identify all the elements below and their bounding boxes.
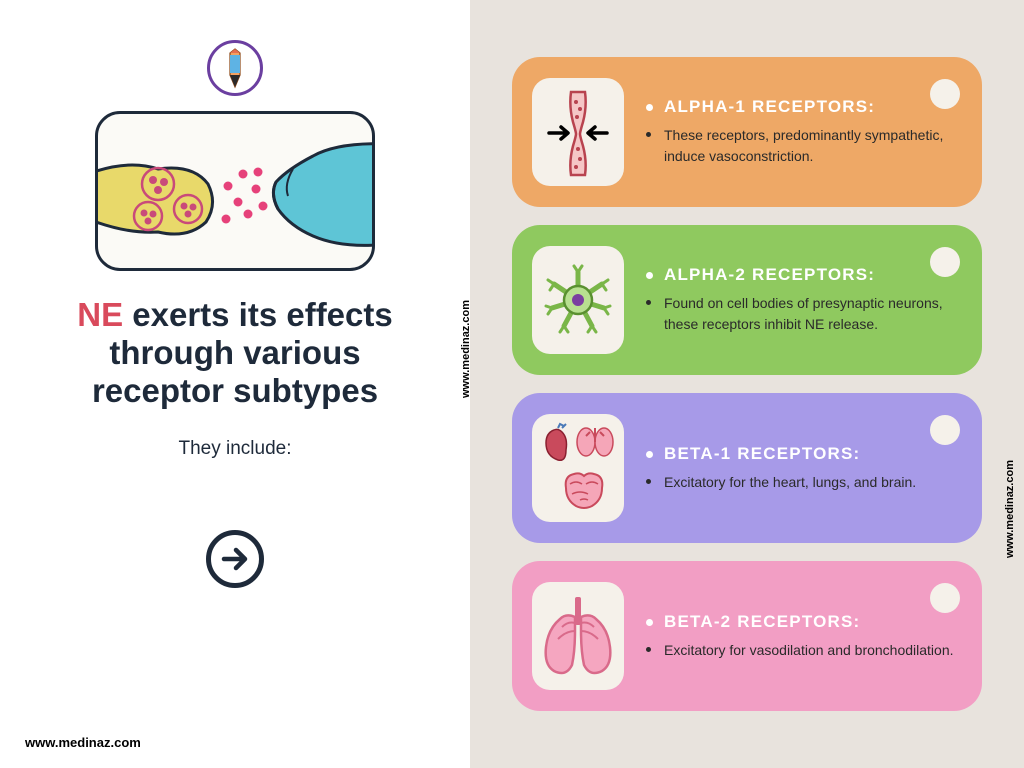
logo-icon	[207, 40, 263, 96]
card-desc: These receptors, predominantly sympathet…	[646, 125, 962, 167]
card-beta1: BETA-1 RECEPTORS: Excitatory for the hea…	[512, 393, 982, 543]
decorative-dot	[930, 247, 960, 277]
card-beta2: BETA-2 RECEPTORS: Excitatory for vasodil…	[512, 561, 982, 711]
left-panel: NE exerts its effects through various re…	[0, 0, 470, 768]
watermark-bottom: www.medinaz.com	[25, 735, 141, 750]
organs-icon	[532, 414, 624, 522]
arrow-right-icon	[206, 530, 264, 588]
card-desc: Excitatory for the heart, lungs, and bra…	[646, 472, 962, 493]
card-title: BETA-1 RECEPTORS:	[646, 444, 962, 464]
decorative-dot	[930, 583, 960, 613]
headline: NE exerts its effects through various re…	[0, 296, 470, 410]
card-title: ALPHA-1 RECEPTORS:	[646, 97, 962, 117]
card-desc: Excitatory for vasodilation and bronchod…	[646, 640, 962, 661]
decorative-dot	[930, 79, 960, 109]
card-alpha1: ALPHA-1 RECEPTORS: These receptors, pred…	[512, 57, 982, 207]
watermark-vertical-right: www.medinaz.com	[1004, 460, 1016, 558]
watermark-vertical-mid: www.medinaz.com	[460, 300, 472, 398]
lungs-icon	[532, 582, 624, 690]
card-alpha2: ALPHA-2 RECEPTORS: Found on cell bodies …	[512, 225, 982, 375]
synapse-illustration	[95, 111, 375, 271]
vasoconstriction-icon	[532, 78, 624, 186]
neuron-icon	[532, 246, 624, 354]
card-title: BETA-2 RECEPTORS:	[646, 612, 962, 632]
headline-ne: NE	[77, 296, 123, 333]
card-desc: Found on cell bodies of presynaptic neur…	[646, 293, 962, 335]
decorative-dot	[930, 415, 960, 445]
right-panel: ALPHA-1 RECEPTORS: These receptors, pred…	[470, 0, 1024, 768]
headline-rest: exerts its effects through various recep…	[92, 296, 393, 409]
card-title: ALPHA-2 RECEPTORS:	[646, 265, 962, 285]
subline: They include:	[178, 438, 291, 460]
